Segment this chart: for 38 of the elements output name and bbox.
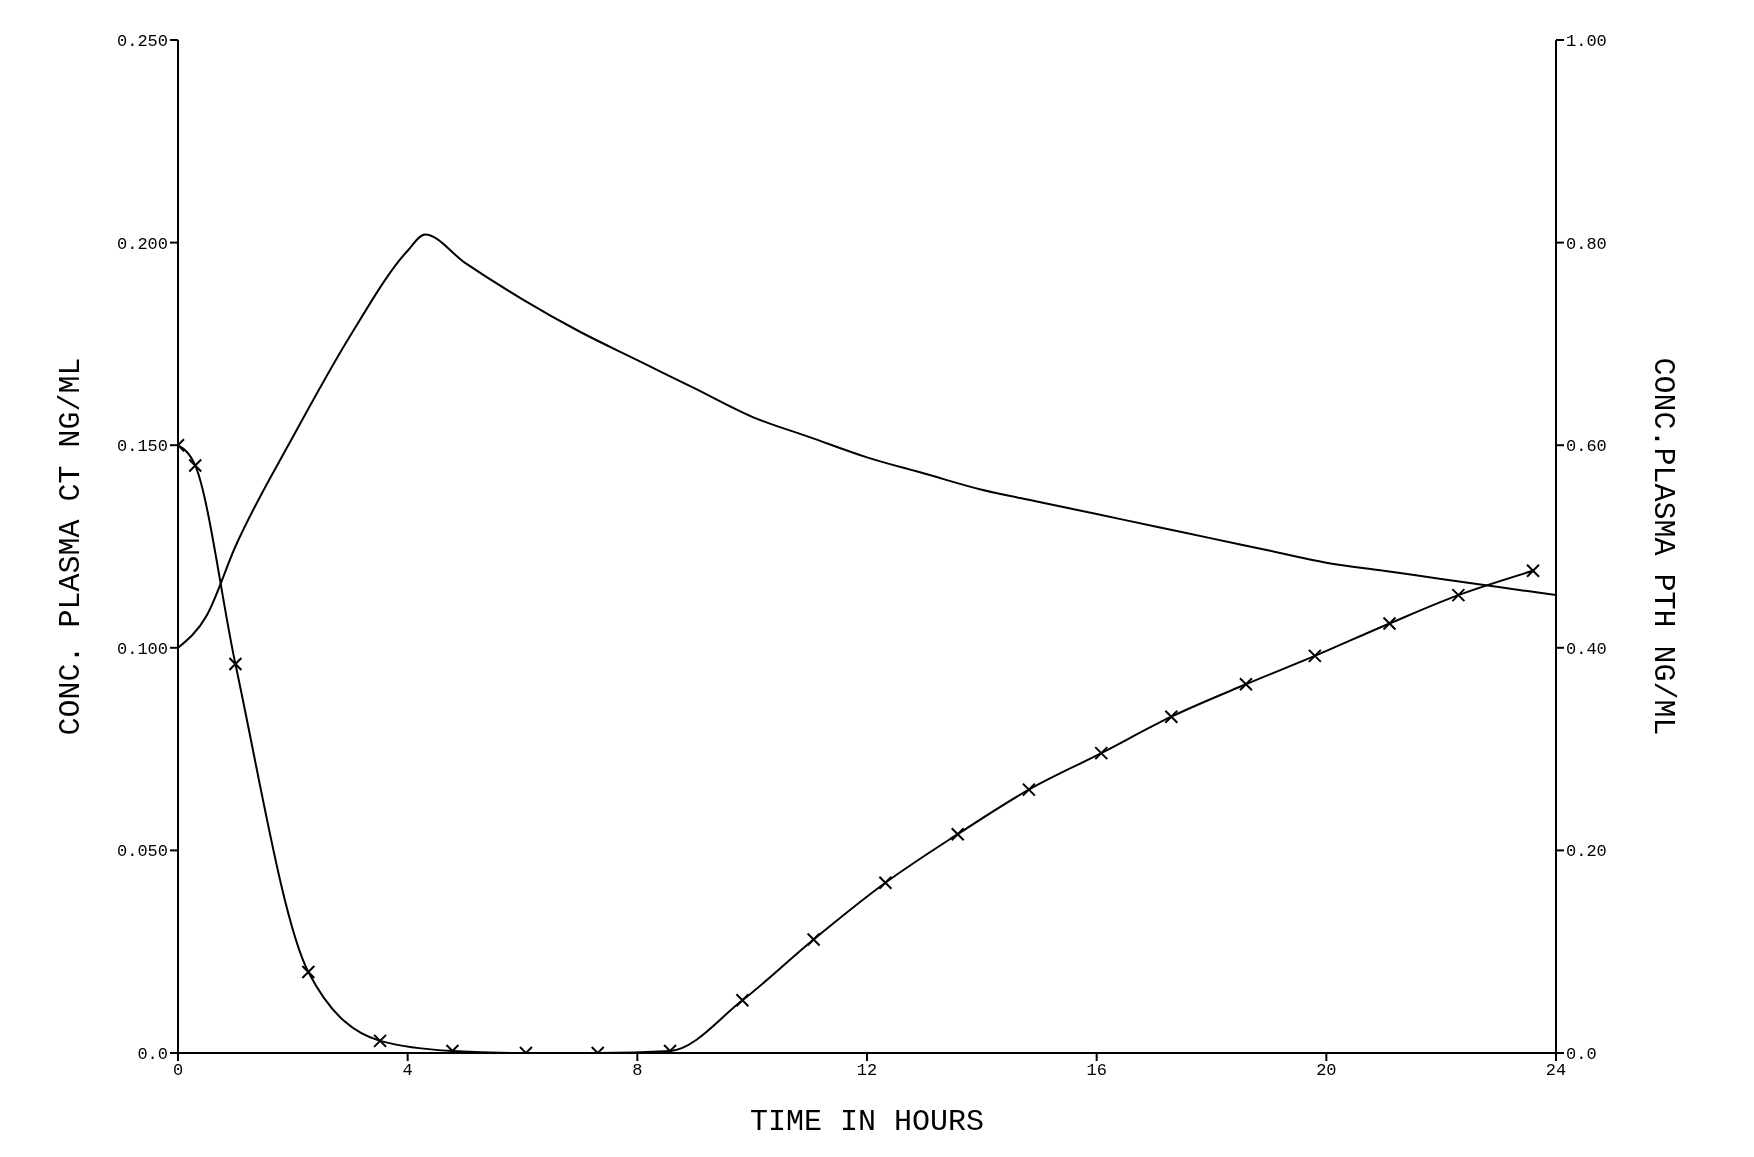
point xyxy=(188,458,203,473)
point xyxy=(1164,709,1179,724)
x-tick-label: 4 xyxy=(402,1061,413,1081)
point xyxy=(878,875,893,890)
point xyxy=(1382,616,1397,631)
y-tick-label: 0.250 xyxy=(116,32,168,52)
point xyxy=(1451,588,1466,603)
point xyxy=(1526,563,1541,578)
x-tick-label: 0 xyxy=(172,1061,184,1081)
y-tick-label: 0.100 xyxy=(116,639,168,659)
x-tick-label: 24 xyxy=(1545,1061,1567,1081)
x-tick-label: 20 xyxy=(1316,1061,1337,1081)
point xyxy=(228,657,243,672)
point xyxy=(1238,677,1253,692)
y-axis-title: CONC. PLASMA CT NG/ML xyxy=(53,357,88,736)
point xyxy=(806,932,821,947)
y-tick-label: 0.050 xyxy=(116,842,168,862)
y2-tick-label: 0.40 xyxy=(1566,639,1607,659)
y2-tick-label: 0.20 xyxy=(1566,842,1607,862)
y-tick-label: 0.150 xyxy=(116,437,168,457)
point xyxy=(1307,648,1322,663)
y2-tick-label: 0.0 xyxy=(1566,1045,1597,1065)
y2-tick-label: 1.00 xyxy=(1566,32,1607,52)
point xyxy=(301,964,316,979)
point xyxy=(1021,782,1036,797)
y-tick-label: 0.0 xyxy=(137,1045,168,1065)
y2-tick-label: 0.60 xyxy=(1566,437,1607,457)
y-tick-label: 0.200 xyxy=(116,234,168,254)
x-tick-label: 16 xyxy=(1086,1061,1107,1081)
point xyxy=(1094,746,1109,761)
point xyxy=(950,827,965,842)
point xyxy=(373,1033,388,1048)
y2-tick-label: 0.80 xyxy=(1566,234,1607,254)
y2-axis-title: CONC.PLASMA PTH NG/ML xyxy=(1646,357,1681,736)
point xyxy=(735,993,750,1008)
x-tick-label: 8 xyxy=(632,1061,643,1081)
x-axis-title: TIME IN HOURS xyxy=(749,1105,985,1139)
x-tick-label: 12 xyxy=(856,1061,878,1081)
